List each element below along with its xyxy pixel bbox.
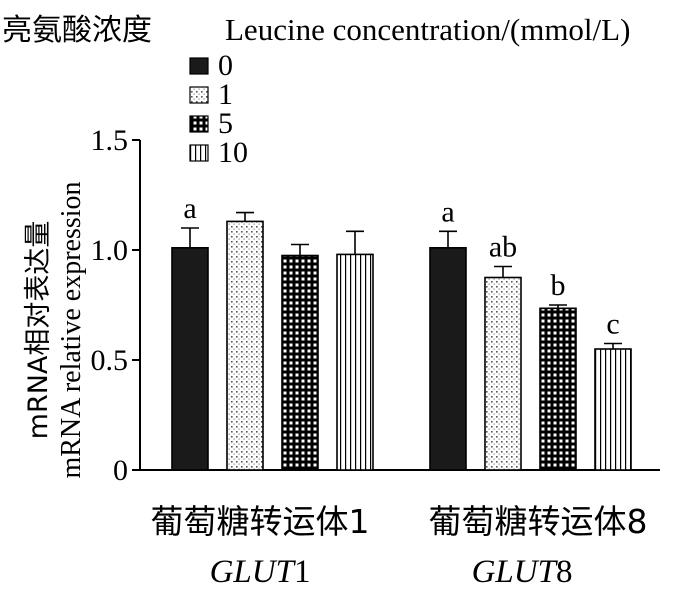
y-axis-label-en: mRNA relative expression	[56, 181, 87, 478]
group-label-gene-2: GLUT8	[472, 554, 573, 590]
significance-letter: a	[183, 192, 196, 225]
legend-swatch	[189, 86, 209, 104]
significance-letter: ab	[489, 231, 517, 264]
significance-letter: b	[551, 269, 566, 302]
bar-group: ab	[484, 231, 522, 471]
bar	[484, 276, 522, 471]
bar	[281, 254, 319, 471]
bar-group	[281, 243, 319, 471]
bar-group: b	[539, 269, 577, 471]
bar	[594, 348, 632, 471]
bar-group: a	[429, 195, 467, 471]
legend-label: 5	[218, 107, 233, 140]
bar-group: c	[594, 308, 632, 471]
y-tick-label: 0.5	[91, 344, 129, 377]
bars: a a ab b c	[171, 192, 632, 471]
y-tick-label: 1.0	[91, 234, 129, 267]
bar	[226, 220, 264, 471]
group-gene-number-1: 1	[294, 554, 311, 590]
bar	[429, 247, 467, 471]
bar-group	[226, 211, 264, 471]
bar	[336, 253, 374, 471]
legend-title-cn: 亮氨酸浓度	[2, 13, 152, 48]
group-label-cn-1: 葡萄糖转运体1	[151, 502, 370, 541]
legend-label: 0	[218, 49, 233, 82]
group-label-cn-2: 葡萄糖转运体8	[429, 502, 648, 541]
group-gene-number-2: 8	[556, 554, 573, 590]
legend-swatch	[189, 144, 209, 162]
bar-group: a	[171, 192, 209, 471]
group-gene-name-2: GLUT	[472, 554, 559, 590]
y-axis-label-cn: mRNA相对表达量	[23, 221, 54, 440]
legend-label: 10	[218, 136, 248, 169]
bar-group	[336, 230, 374, 471]
group-gene-name-1: GLUT	[210, 554, 297, 590]
bar	[539, 307, 577, 471]
significance-letter: c	[606, 308, 619, 341]
bar	[171, 247, 209, 471]
y-tick-label: 0	[113, 454, 128, 487]
legend-swatch	[189, 115, 209, 133]
legend-title-en: Leucine concentration/(mmol/L)	[225, 12, 630, 47]
significance-letter: a	[441, 195, 454, 228]
legend-label: 1	[218, 78, 233, 111]
y-tick-label: 1.5	[91, 124, 129, 157]
group-label-gene-1: GLUT1	[210, 554, 311, 590]
legend-swatch	[189, 57, 209, 75]
